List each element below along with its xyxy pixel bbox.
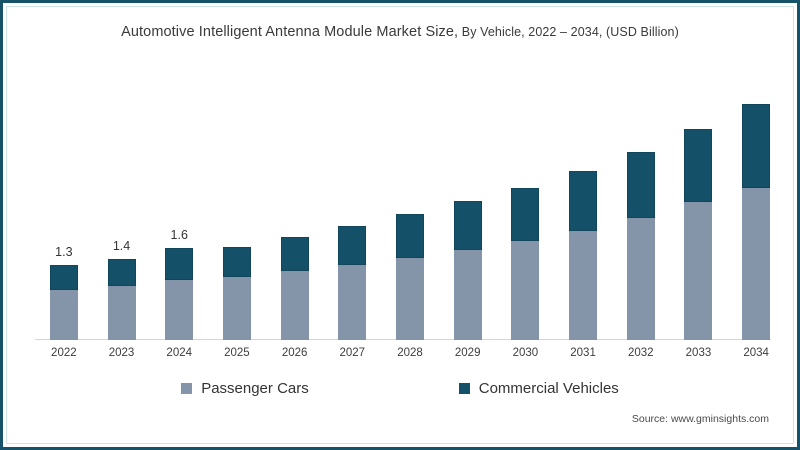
x-tick-2028: 2028 (397, 347, 423, 359)
bar-2025[interactable] (222, 247, 251, 340)
bar-2034[interactable] (742, 104, 771, 340)
bar-segment-passenger-cars (165, 280, 194, 340)
bar-segment-passenger-cars (49, 290, 78, 340)
bar-segment-passenger-cars (396, 258, 424, 340)
legend-item-commercial-vehicles[interactable]: Commercial Vehicles (458, 379, 619, 397)
bar-segment-commercial-vehicles (453, 201, 482, 250)
x-tick-2029: 2029 (454, 347, 481, 359)
x-tick-2024: 2024 (166, 347, 193, 359)
bar-segment-passenger-cars (511, 241, 540, 340)
x-tick-2026: 2026 (281, 347, 308, 359)
legend-item-passenger-cars[interactable]: Passenger Cars (181, 380, 309, 397)
bar-segment-passenger-cars (222, 277, 251, 340)
bar-segment-commercial-vehicles (165, 248, 194, 280)
bar-2028[interactable] (396, 214, 424, 340)
x-tick-2022: 2022 (51, 347, 77, 359)
bar-value-label-2023: 1.4 (112, 239, 131, 253)
legend-label-commercial-vehicles: Commercial Vehicles (478, 379, 619, 397)
bar-segment-passenger-cars (280, 271, 309, 340)
bar-segment-commercial-vehicles (626, 152, 655, 218)
chart-inner-border: Automotive Intelligent Antenna Module Ma… (6, 6, 794, 444)
bar-segment-passenger-cars (107, 286, 136, 340)
chart-legend: Passenger Cars Commercial Vehicles (7, 375, 793, 401)
bar-segment-commercial-vehicles (684, 129, 713, 202)
bar-2022[interactable] (49, 265, 78, 340)
bar-segment-commercial-vehicles (338, 226, 367, 265)
page-title: Automotive Intelligent Antenna Module Ma… (7, 23, 793, 41)
bar-segment-commercial-vehicles (49, 265, 78, 290)
bar-segment-passenger-cars (453, 250, 482, 340)
bar-segment-commercial-vehicles (511, 188, 540, 241)
bar-2033[interactable] (684, 129, 713, 340)
bar-segment-passenger-cars (338, 265, 367, 340)
x-axis-labels: 2022 2023 2024 2025 2026 2027 2028 2029 2030 2031… (35, 343, 771, 365)
bar-2027[interactable] (338, 226, 367, 340)
plot-area: 1.3 1.4 1.6 (35, 67, 771, 340)
legend-label-passenger-cars: Passenger Cars (201, 379, 309, 397)
title-main: Automotive Intelligent Antenna Module Ma… (121, 24, 459, 40)
bar-2023[interactable] (107, 259, 136, 340)
title-subtitle: By Vehicle, 2022 – 2034, (USD Billion) (458, 25, 679, 39)
x-tick-2023: 2023 (108, 347, 135, 359)
x-tick-2031: 2031 (570, 347, 596, 359)
bar-2031[interactable] (569, 171, 598, 340)
bar-segment-commercial-vehicles (222, 247, 251, 277)
bar-segment-passenger-cars (626, 218, 655, 340)
bar-2032[interactable] (626, 152, 655, 340)
bar-value-label-2022: 1.3 (55, 245, 73, 259)
legend-swatch-passenger-cars (181, 382, 193, 394)
x-tick-2030: 2030 (512, 347, 539, 359)
bar-segment-commercial-vehicles (280, 237, 309, 271)
bar-segment-commercial-vehicles (396, 214, 424, 258)
x-tick-2032: 2032 (627, 347, 654, 359)
bar-value-label-2024: 1.6 (170, 228, 188, 242)
bar-segment-passenger-cars (742, 188, 771, 340)
bar-2024[interactable] (165, 248, 194, 340)
bar-segment-passenger-cars (684, 202, 713, 340)
bar-segment-commercial-vehicles (107, 259, 136, 286)
bar-2029[interactable] (453, 201, 482, 340)
bar-segment-commercial-vehicles (569, 171, 598, 231)
x-tick-2033: 2033 (685, 347, 712, 359)
x-tick-2025: 2025 (224, 347, 250, 359)
bar-2030[interactable] (511, 188, 540, 340)
bar-2026[interactable] (280, 237, 309, 340)
bar-segment-passenger-cars (569, 231, 598, 340)
source-note: Source: www.gminsights.com (631, 413, 769, 425)
bar-segment-commercial-vehicles (742, 104, 771, 188)
x-tick-2027: 2027 (339, 347, 366, 359)
legend-swatch-commercial-vehicles (458, 382, 470, 394)
x-tick-2034: 2034 (743, 347, 769, 359)
